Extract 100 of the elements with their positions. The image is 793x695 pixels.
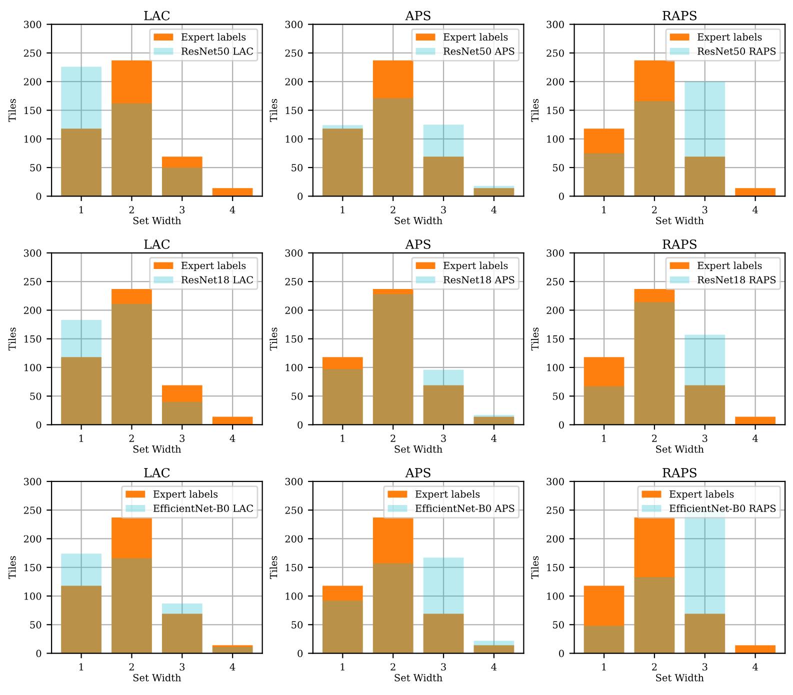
y-tick-label: 50 [553, 621, 564, 628]
y-axis-title: Tiles [270, 99, 278, 122]
bar [372, 518, 414, 654]
y-tick-label: 50 [553, 164, 564, 172]
bar [474, 186, 514, 196]
bar [684, 82, 726, 196]
legend-label: Expert labels [182, 33, 246, 42]
legend-label: Expert labels [698, 33, 762, 42]
y-tick-label: 150 [286, 335, 303, 343]
x-tick-label: 4 [752, 663, 758, 670]
y-tick-label: 250 [546, 506, 564, 514]
y-tick-label: 0 [298, 192, 303, 200]
chart-title: APS [405, 10, 430, 20]
chart-title: LAC [144, 239, 170, 249]
x-tick-label: 4 [230, 206, 236, 214]
y-tick-label: 100 [286, 135, 303, 143]
legend-label: ResNet50 LAC [182, 48, 253, 55]
x-axis-title: Set Width [394, 445, 442, 453]
x-tick-label: 1 [602, 206, 606, 214]
y-axis-title: Tiles [8, 328, 16, 350]
y-tick-label: 0 [36, 421, 42, 429]
legend-label: ResNet18 LAC [182, 276, 253, 284]
y-tick-label: 250 [546, 278, 564, 286]
bar [634, 101, 675, 196]
x-tick-label: 2 [652, 206, 657, 214]
bar [634, 60, 675, 196]
y-tick-label: 250 [24, 506, 42, 514]
bar [684, 156, 726, 196]
legend-label: ResNet18 RAPS [698, 276, 776, 284]
x-tick-label: 4 [230, 663, 236, 670]
bar [112, 518, 152, 654]
y-tick-label: 100 [24, 592, 42, 600]
bar [61, 66, 102, 196]
y-tick-label: 0 [36, 650, 42, 658]
chart-title: LAC [144, 468, 170, 478]
legend-label: Expert labels [444, 262, 508, 272]
x-tick-label: 1 [79, 663, 84, 670]
y-tick-label: 100 [24, 364, 42, 372]
bar [634, 518, 675, 654]
x-tick-label: 2 [129, 663, 134, 670]
y-tick-label: 50 [30, 621, 42, 628]
y-tick-label: 300 [24, 478, 42, 486]
y-tick-label: 200 [285, 78, 303, 86]
y-tick-label: 0 [559, 650, 564, 658]
y-tick-label: 300 [285, 249, 303, 257]
y-axis-title: Tiles [531, 328, 539, 350]
chart-title: LAC [144, 10, 170, 20]
y-tick-label: 300 [24, 249, 42, 257]
y-tick-label: 0 [36, 192, 42, 200]
bar [684, 614, 726, 654]
bar [423, 156, 464, 196]
x-tick-label: 4 [752, 206, 758, 214]
x-tick-label: 3 [441, 663, 446, 671]
x-tick-label: 3 [441, 434, 446, 442]
x-axis-title: Set Width [656, 674, 704, 682]
y-axis-title: Tiles [270, 328, 278, 350]
bar [61, 586, 102, 654]
bar [162, 603, 202, 654]
chart-title: RAPS [662, 239, 696, 249]
bar [112, 558, 152, 654]
y-tick-label: 0 [559, 421, 564, 429]
bar [584, 386, 624, 425]
y-tick-label: 100 [547, 592, 564, 600]
y-tick-label: 200 [285, 535, 303, 543]
bar [322, 357, 363, 425]
y-tick-label: 50 [292, 392, 303, 400]
y-tick-label: 200 [24, 535, 42, 543]
bar [212, 416, 253, 425]
y-tick-label: 200 [546, 78, 564, 86]
x-tick-label: 2 [129, 206, 134, 214]
legend-label: Expert labels [182, 262, 246, 272]
bar [61, 320, 102, 425]
bar [735, 416, 776, 425]
y-tick-label: 150 [547, 564, 564, 572]
bar [584, 357, 624, 425]
bar [474, 188, 514, 196]
bar [584, 626, 624, 654]
y-tick-label: 100 [286, 364, 303, 372]
x-axis-title: Set Width [133, 216, 182, 224]
y-tick-label: 200 [285, 306, 303, 314]
bar [162, 614, 202, 654]
legend-label: Expert labels [416, 490, 480, 500]
x-tick-label: 3 [180, 663, 185, 671]
y-tick-label: 300 [546, 20, 564, 28]
x-tick-label: 4 [752, 434, 758, 442]
y-tick-label: 150 [286, 564, 303, 572]
x-tick-label: 3 [441, 206, 446, 214]
x-tick-label: 2 [652, 434, 657, 442]
y-tick-label: 200 [24, 78, 42, 86]
y-tick-label: 250 [24, 278, 42, 286]
x-tick-label: 1 [340, 663, 344, 670]
x-axis-title: Set Width [394, 216, 442, 224]
x-tick-label: 3 [702, 434, 708, 442]
y-tick-label: 250 [285, 506, 303, 514]
bar [423, 124, 464, 196]
y-tick-label: 150 [286, 106, 303, 114]
bar [684, 385, 726, 425]
bar [372, 98, 414, 196]
bar [423, 385, 464, 425]
y-tick-label: 300 [546, 249, 564, 257]
